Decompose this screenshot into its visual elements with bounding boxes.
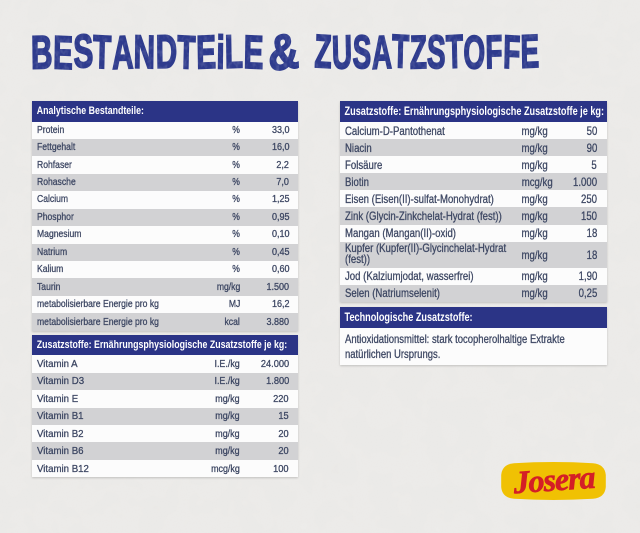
svg-text:Josera: Josera — [511, 462, 596, 500]
